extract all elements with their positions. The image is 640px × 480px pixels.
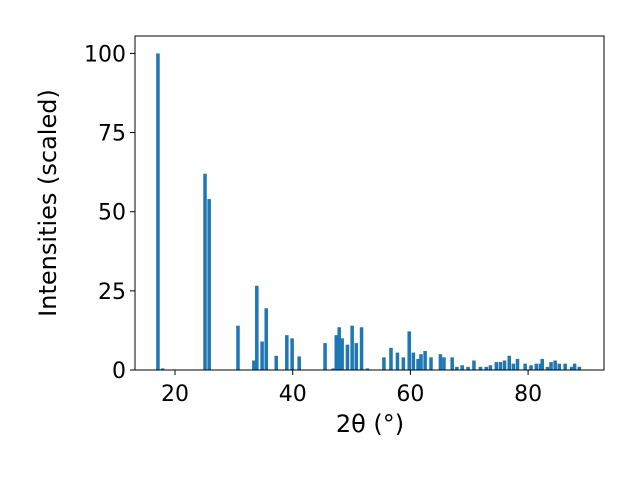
bar [331, 368, 336, 370]
bar [529, 365, 533, 370]
bar [442, 357, 446, 370]
bar [160, 368, 165, 370]
bar [264, 308, 268, 370]
bar [569, 366, 574, 370]
bar [553, 360, 557, 370]
bar [395, 352, 400, 370]
bar [274, 355, 278, 370]
bar [534, 363, 539, 370]
bar [255, 285, 259, 370]
bar [419, 354, 423, 370]
bar [545, 366, 550, 370]
x-tick-label: 60 [396, 382, 424, 407]
bar [252, 360, 256, 370]
bar [450, 357, 454, 370]
bar [290, 338, 294, 370]
bar [563, 363, 567, 370]
bar [507, 355, 512, 370]
x-tick-label: 20 [161, 382, 189, 407]
bar [577, 366, 582, 370]
bar [297, 356, 301, 370]
bar [382, 357, 386, 370]
bar [337, 327, 341, 370]
y-tick-label: 0 [112, 359, 126, 384]
bar [466, 366, 470, 370]
bar [156, 53, 160, 370]
bar [203, 173, 207, 370]
bar [478, 366, 483, 370]
bar [460, 365, 464, 370]
bar [549, 362, 553, 370]
bar [407, 331, 411, 370]
y-tick-label: 75 [98, 122, 126, 147]
y-axis-label: Intensities (scaled) [34, 89, 62, 317]
bar [345, 344, 350, 370]
bar [260, 341, 264, 370]
bar [389, 347, 393, 370]
bar [540, 358, 544, 370]
y-tick-label: 100 [84, 42, 126, 67]
bar [340, 338, 344, 370]
bar [494, 362, 499, 370]
bar [515, 358, 520, 370]
bar [423, 351, 427, 370]
x-tick-label: 80 [514, 382, 542, 407]
bar [557, 363, 562, 370]
x-axis-label: 2θ (°) [336, 410, 404, 438]
plot-frame [134, 35, 605, 371]
bar [365, 368, 370, 370]
bar [455, 366, 459, 370]
bar [472, 360, 476, 370]
bar [207, 199, 211, 370]
bar [484, 366, 489, 370]
bar [401, 357, 406, 370]
bar [354, 343, 359, 370]
bar [438, 354, 443, 370]
bar [350, 325, 354, 370]
bar [416, 358, 420, 370]
bar [236, 325, 240, 370]
bar [498, 362, 503, 370]
bar [572, 363, 577, 370]
bar [523, 363, 527, 370]
y-tick-label: 50 [98, 201, 126, 226]
x-tick-label: 40 [279, 382, 307, 407]
bar [511, 363, 516, 370]
bar [323, 343, 327, 370]
bar [334, 335, 339, 370]
bar [285, 335, 289, 370]
y-tick-label: 25 [98, 280, 126, 305]
bar [359, 327, 364, 370]
bar [429, 357, 433, 370]
bar [488, 365, 493, 370]
bar [502, 360, 507, 370]
bar [411, 352, 416, 370]
